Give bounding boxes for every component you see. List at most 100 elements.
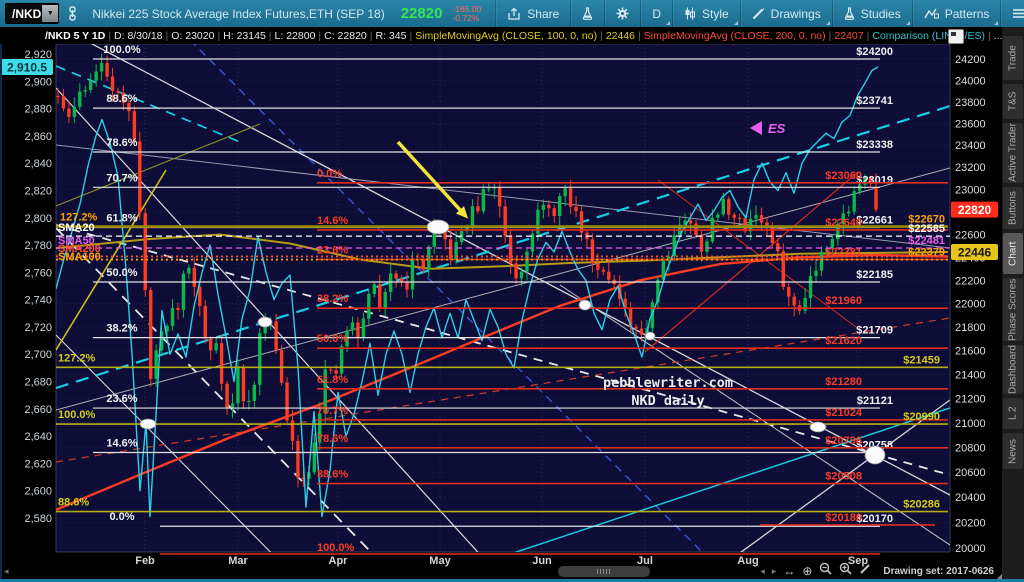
svg-text:Apr: Apr [329, 555, 349, 567]
zoom-out-icon[interactable] [819, 562, 832, 580]
change-percent: -0.72% [452, 12, 480, 23]
svg-text:22446: 22446 [958, 245, 992, 259]
svg-text:2,680: 2,680 [24, 377, 52, 389]
chevron-down-icon [825, 21, 830, 25]
svg-text:20800: 20800 [955, 442, 986, 454]
symbol-input[interactable]: /NKD ▼ [5, 3, 60, 24]
menu-button[interactable] [1000, 0, 1024, 27]
svg-text:21400: 21400 [955, 369, 986, 381]
svg-text:0.0%: 0.0% [317, 168, 342, 180]
pan-right-icon[interactable]: ▸ [771, 565, 777, 576]
toolbar-button-label: Style [701, 6, 729, 21]
separator: | [987, 29, 991, 42]
svg-text:2,860: 2,860 [24, 131, 52, 143]
flask-button[interactable] [570, 0, 604, 27]
status-field: C: 22820 [324, 29, 367, 42]
d-button[interactable]: D [640, 0, 672, 27]
svg-text:ES: ES [768, 121, 786, 136]
drawing-set-label[interactable]: Drawing set: 2017-0626 [883, 565, 994, 577]
svg-text:23.6%: 23.6% [317, 244, 348, 256]
horizontal-scrollbar[interactable] [558, 566, 650, 577]
link-icon[interactable] [67, 6, 78, 21]
scrollbar-grip [597, 569, 611, 574]
svg-text:2,660: 2,660 [24, 404, 52, 416]
svg-text:$21121: $21121 [857, 395, 893, 407]
svg-text:23800: 23800 [955, 97, 986, 109]
scroll-left-arrow-icon[interactable]: ◂ [4, 566, 9, 576]
instrument-title: Nikkei 225 Stock Average Index Futures,E… [92, 6, 385, 21]
studies-button[interactable]: Studies [831, 0, 912, 27]
sidebar-tab-active-trader[interactable]: Active Trader [1003, 123, 1023, 183]
svg-text:$20990: $20990 [903, 411, 940, 423]
resize-corner-icon[interactable]: ◢ [995, 572, 1002, 581]
style-button[interactable]: Style [671, 0, 740, 27]
svg-text:22820: 22820 [958, 203, 992, 217]
status-field: SimpleMovingAvg (CLOSE, 200, 0, no) [643, 29, 826, 42]
svg-text:61.8%: 61.8% [106, 213, 137, 225]
status-field: SimpleMovingAvg (CLOSE, 100, 0, no) [415, 29, 598, 42]
svg-text:22000: 22000 [955, 298, 986, 310]
svg-text:2,800: 2,800 [24, 213, 52, 225]
sidebar-tab-dashboard[interactable]: Dashboard [1003, 345, 1023, 394]
separator: | [600, 29, 603, 42]
separator: | [165, 29, 169, 42]
sidebar-tab-trade[interactable]: Trade [1003, 36, 1023, 80]
sidebar-tab-phase-scores[interactable]: Phase Scores [1003, 278, 1023, 341]
gear-button[interactable] [604, 0, 640, 27]
sidebar-tab-buttons[interactable]: Buttons [1003, 187, 1023, 229]
svg-text:SMA20: SMA20 [58, 222, 95, 234]
sidebar-tab-chart[interactable]: Chart [1003, 233, 1023, 274]
symbol-value: /NKD [12, 6, 42, 21]
svg-text:23200: 23200 [955, 162, 986, 174]
svg-text:88.6%: 88.6% [106, 93, 137, 105]
window-left-border [0, 27, 2, 579]
share-button[interactable]: Share [495, 0, 570, 27]
svg-text:2,880: 2,880 [24, 104, 52, 116]
svg-text:$21620: $21620 [825, 335, 862, 347]
patterns-button[interactable]: Patterns [911, 0, 1001, 27]
symbol-dropdown-button[interactable]: ▼ [41, 5, 59, 22]
pan-left-icon[interactable]: ◂ [760, 565, 765, 576]
pan-tool-icon[interactable]: ↔ [783, 564, 796, 578]
svg-text:pebblewriter.com: pebblewriter.com [603, 375, 733, 391]
svg-text:20400: 20400 [955, 492, 986, 504]
svg-text:50.0%: 50.0% [317, 333, 348, 345]
svg-text:61.8%: 61.8% [317, 374, 348, 386]
chevron-down-icon: ▼ [46, 10, 54, 17]
status-field: L: 22800 [274, 29, 316, 42]
svg-text:$20508: $20508 [825, 471, 862, 483]
svg-text:23000: 23000 [955, 184, 986, 196]
zoom-in-icon[interactable] [839, 562, 852, 580]
last-price: 22820 [400, 5, 443, 22]
sidebar-tab-news[interactable]: News [1003, 433, 1023, 469]
sidebar-tab-l-2[interactable]: L 2 [1003, 398, 1023, 429]
svg-text:$22481: $22481 [908, 235, 945, 247]
svg-text:Aug: Aug [737, 555, 758, 567]
svg-text:24000: 24000 [955, 75, 986, 87]
drawings-button[interactable]: Drawings [739, 0, 832, 27]
svg-text:$21280: $21280 [825, 376, 862, 388]
gear-icon [616, 7, 629, 20]
style-icon [684, 7, 696, 20]
svg-text:2,700: 2,700 [24, 349, 52, 361]
svg-text:20600: 20600 [955, 467, 986, 479]
svg-text:SMA200: SMA200 [58, 243, 101, 255]
chevron-down-icon [994, 21, 999, 25]
flask-icon [582, 7, 593, 20]
draw-tool-icon[interactable] [859, 562, 872, 580]
svg-text:$22379: $22379 [908, 247, 945, 259]
svg-text:2,820: 2,820 [24, 185, 52, 197]
restore-chart-button[interactable] [948, 29, 964, 44]
sidebar-tab-t-s[interactable]: T&S [1003, 84, 1023, 119]
chart-status-row: /NKD 5 Y 1D | D: 8/30/18 | O: 23020 | H: 23145… [0, 27, 1002, 44]
status-field: H: 23145 [223, 29, 266, 42]
separator: | [217, 29, 221, 42]
svg-text:Jul: Jul [637, 555, 653, 567]
crosshair-icon[interactable]: ⊕ [802, 564, 813, 578]
svg-text:Feb: Feb [135, 555, 155, 567]
plot-layers [56, 44, 950, 552]
svg-text:127.2%: 127.2% [58, 352, 96, 364]
svg-text:SMA100: SMA100 [58, 251, 101, 263]
